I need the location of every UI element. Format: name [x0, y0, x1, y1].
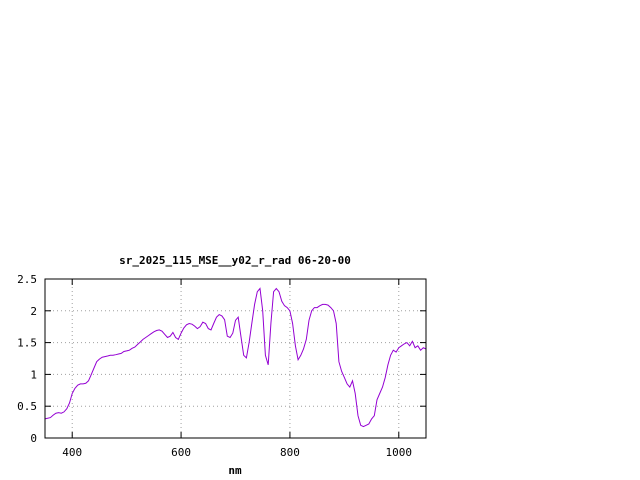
series-layer: [44, 287, 427, 428]
y-tick-label: 2.5: [17, 273, 37, 286]
x-tick-label: 600: [171, 446, 191, 459]
grid-lines: [45, 279, 426, 438]
x-tick-label: 800: [280, 446, 300, 459]
series-line-0: [44, 287, 427, 428]
chart-title: sr_2025_115_MSE__y02_r_rad 06-20-00: [119, 254, 351, 267]
y-tick-label: 0.5: [17, 400, 37, 413]
plot-frame: [44, 278, 427, 439]
x-tick-label: 400: [62, 446, 82, 459]
y-tick-label: 1.5: [17, 337, 37, 350]
x-tick-label: 1000: [386, 446, 413, 459]
y-tick-label: 0: [30, 432, 37, 445]
y-tick-label: 1: [30, 368, 37, 381]
y-tick-label: 2: [30, 305, 37, 318]
x-axis-label: nm: [228, 464, 242, 477]
axis-ticks: 400 600 800 1000 0 0.5 1 1.5 2 2.5: [17, 273, 426, 459]
